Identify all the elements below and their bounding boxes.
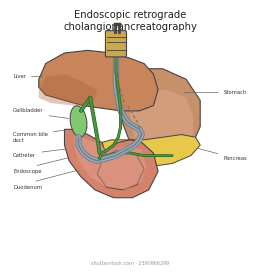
Text: Gallbladder: Gallbladder [13, 108, 69, 118]
Text: Endoscope: Endoscope [13, 154, 85, 174]
Polygon shape [39, 74, 97, 106]
Text: Catheter: Catheter [13, 145, 94, 158]
Polygon shape [102, 135, 200, 166]
Text: Duodenum: Duodenum [13, 169, 81, 190]
Text: shutterstock.com · 2390966299: shutterstock.com · 2390966299 [91, 261, 169, 266]
Polygon shape [121, 69, 200, 161]
Text: Stomach: Stomach [184, 90, 247, 95]
FancyBboxPatch shape [106, 31, 126, 57]
Ellipse shape [70, 106, 87, 137]
Polygon shape [74, 135, 146, 190]
Text: Pancreas: Pancreas [198, 148, 247, 161]
Text: Liver: Liver [13, 74, 43, 79]
Polygon shape [130, 90, 193, 153]
Text: Common bile
duct: Common bile duct [13, 127, 87, 143]
Text: Endoscopic retrograde
cholangiopancreatography: Endoscopic retrograde cholangiopancreato… [63, 10, 197, 32]
Polygon shape [39, 50, 158, 111]
Polygon shape [64, 129, 158, 198]
